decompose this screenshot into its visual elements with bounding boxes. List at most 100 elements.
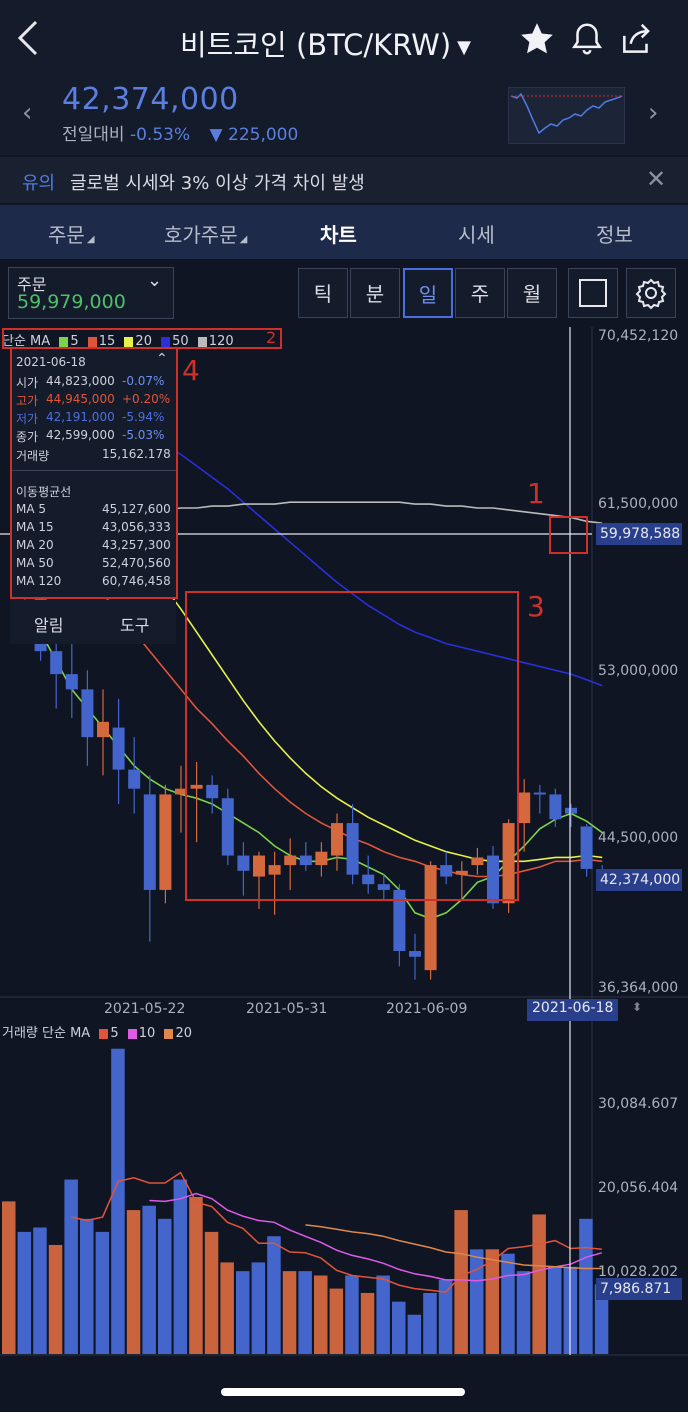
ohlc-date: 2021-06-18	[16, 355, 86, 369]
change-amount: 225,000	[228, 125, 299, 145]
candle-body-16	[268, 865, 281, 875]
notice-message: 글로벌 시세와 3% 이상 가격 차이 발생	[70, 173, 365, 194]
volume-bar-34	[532, 1214, 546, 1354]
tab-chart-label: 차트	[320, 223, 357, 247]
change-arrow-icon: ▼	[209, 125, 223, 145]
ma15-row-value: 43,056,333	[102, 520, 171, 534]
candle-body-6	[112, 727, 125, 770]
tab-orderbook-order[interactable]: 호가주문 ◢	[164, 219, 247, 248]
change-pct: -0.53%	[129, 125, 191, 145]
close-icon[interactable]: ✕	[646, 165, 667, 193]
ma-legend-prefix: 단순 MA	[2, 334, 51, 349]
favorite-button[interactable]	[518, 20, 556, 58]
tab-quotes[interactable]: 시세	[458, 219, 495, 248]
tools-button[interactable]: 도구	[120, 616, 150, 635]
volume-bars	[2, 1048, 609, 1354]
ohlc-panel: 2021-06-18 ⌃ 시가 44,823,000 -0.07% 고가 44,…	[10, 347, 178, 599]
date-tick-2: 2021-05-31	[246, 1001, 328, 1017]
volume-bar-16	[251, 1262, 266, 1354]
caret-down-icon: ▼	[457, 36, 472, 58]
next-coin-button[interactable]: ›	[648, 98, 658, 128]
current-volume-tag: 7,986.871	[596, 1278, 682, 1300]
period-minute-button[interactable]: 분	[350, 268, 400, 318]
ma15-swatch	[87, 336, 97, 347]
market-selector[interactable]: 비트코인 (BTC/KRW) ▼	[180, 22, 471, 64]
ohlc-open-label: 시가	[16, 376, 39, 390]
ma20-label: 20	[135, 334, 152, 349]
period-tick-button[interactable]: 틱	[298, 268, 348, 318]
ma50-label: 50	[172, 334, 189, 349]
ohlc-open-pct: -0.07%	[122, 374, 165, 388]
tab-chart[interactable]: 차트	[320, 219, 357, 248]
ma120-label: 120	[208, 334, 234, 349]
price-tick-3: 53,000,000	[598, 663, 679, 679]
chevron-left-icon: ‹	[22, 98, 33, 128]
volume-tick-1: 30,084.607	[598, 1096, 679, 1112]
mini-chart[interactable]	[508, 87, 625, 144]
volume-tick-2: 20,056.404	[598, 1180, 679, 1196]
warning-notice: 유의 글로벌 시세와 3% 이상 가격 차이 발생 ✕	[0, 157, 688, 203]
volume-bar-6	[95, 1231, 110, 1354]
collapse-icon[interactable]: ⌃	[156, 351, 168, 367]
tab-orderbook-order-label: 호가주문	[164, 223, 238, 247]
star-icon	[521, 23, 553, 54]
square-icon	[579, 279, 607, 307]
prev-coin-button[interactable]: ‹	[22, 98, 32, 128]
back-button[interactable]	[14, 18, 44, 65]
home-indicator[interactable]	[221, 1388, 465, 1396]
ma15-row-label: MA 15	[16, 520, 54, 534]
ma50-row-value: 52,470,560	[102, 556, 171, 570]
volume-bar-28	[438, 1279, 453, 1354]
tab-order[interactable]: 주문 ◢	[48, 219, 95, 248]
volume-bar-9	[142, 1205, 156, 1354]
volume-bar-4	[64, 1179, 78, 1354]
candle-body-9	[159, 794, 172, 890]
fullscreen-button[interactable]	[568, 268, 618, 318]
tab-info[interactable]: 정보	[596, 219, 633, 248]
ma-legend[interactable]: 단순 MA 5 15 20 50 120	[2, 330, 234, 349]
volume-legend[interactable]: 거래량 단순 MA 5 10 20	[2, 1022, 192, 1041]
candle-body-14	[237, 855, 250, 871]
market-title: 비트코인 (BTC/KRW)	[180, 28, 452, 62]
settings-button[interactable]	[626, 268, 676, 318]
share-button[interactable]	[618, 20, 656, 58]
period-week-button[interactable]: 주	[455, 268, 505, 318]
vol-ma5-label: 5	[110, 1026, 119, 1041]
candle-body-18	[299, 855, 312, 866]
sort-icon[interactable]: ⬍	[632, 1000, 643, 1014]
volume-tick-3: 10,028.202	[598, 1264, 679, 1280]
tab-info-label: 정보	[596, 223, 633, 247]
alarm-button[interactable]: 알림	[34, 616, 64, 635]
candle-body-26	[424, 865, 437, 971]
volume-bar-5	[80, 1218, 94, 1354]
candle-body-17	[284, 855, 297, 866]
volume-legend-prefix: 거래량 단순 MA	[2, 1026, 91, 1041]
app-header	[0, 0, 688, 80]
period-day-button[interactable]: 일	[403, 268, 453, 318]
price-change: 전일대비 -0.53% ▼ 225,000	[62, 120, 298, 145]
period-month-button[interactable]: 월	[507, 268, 557, 318]
candle-body-24	[393, 889, 406, 952]
volume-bar-33	[516, 1271, 531, 1354]
crosshair-price-tag: 59,978,588	[596, 523, 682, 545]
candle-body-2	[50, 651, 63, 675]
candle-body-20	[331, 823, 343, 856]
candle-body-23	[377, 884, 390, 890]
annotation-label-4: 4	[182, 354, 200, 387]
ma15-label: 15	[98, 334, 116, 349]
volume-ma-line-2	[305, 1224, 602, 1270]
notice-label: 유의	[22, 173, 56, 194]
date-tick-3: 2021-06-09	[386, 1001, 468, 1017]
ma5-swatch	[59, 336, 69, 347]
vol-ma20-swatch	[164, 1028, 174, 1039]
order-dropdown[interactable]: 주문 59,979,000 ⌄	[8, 267, 174, 319]
volume-bar-32	[501, 1253, 515, 1354]
annotation-box-3	[185, 591, 519, 901]
volume-bar-37	[579, 1218, 593, 1354]
volume-bar-23	[360, 1292, 375, 1354]
candle-body-34	[549, 794, 562, 820]
volume-bar-38	[594, 1284, 609, 1354]
volume-bar-1	[17, 1231, 32, 1354]
volume-bar-2	[33, 1227, 47, 1354]
alert-button[interactable]	[568, 20, 606, 58]
